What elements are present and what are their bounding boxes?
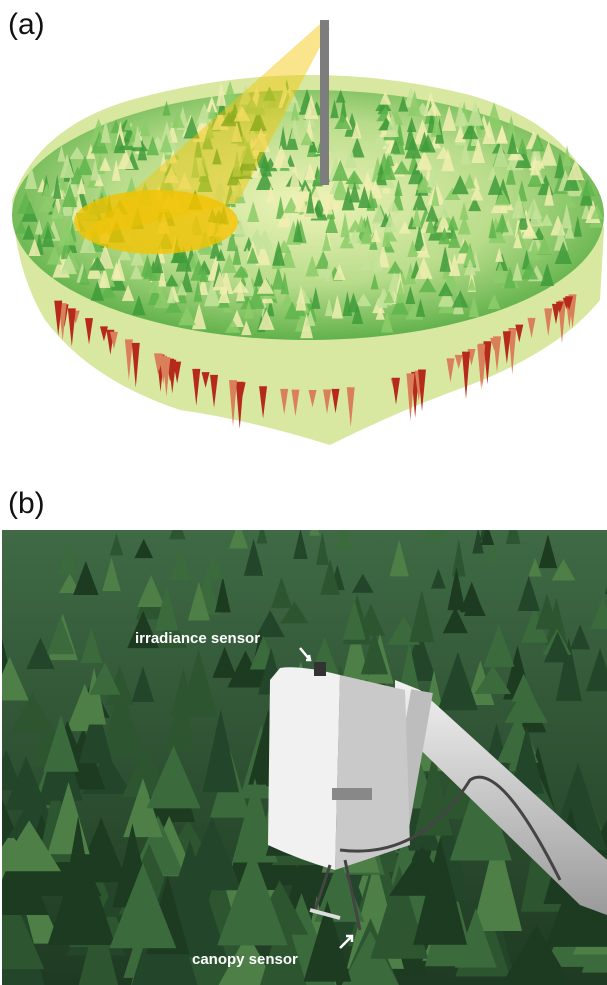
- panel-label: (b): [8, 487, 45, 520]
- tree: [169, 517, 186, 540]
- irradiance-sensor: [314, 662, 326, 676]
- enclosure-side: [335, 675, 410, 870]
- tree: [423, 512, 440, 541]
- annotation: canopy sensor: [192, 951, 298, 968]
- panel-b: (b) irradiance sensor canopy sensor: [0, 487, 607, 985]
- sensor-pole: [320, 20, 329, 185]
- tree: [309, 511, 319, 536]
- light-footprint: [74, 190, 238, 254]
- figure: (a) (b) irradiance sensor canopy sensor: [0, 0, 607, 985]
- tree: [506, 514, 521, 544]
- annotation: irradiance sensor: [135, 630, 260, 647]
- panel-a: (a): [8, 8, 604, 445]
- sensor-enclosure: [268, 667, 340, 870]
- panel-label: (a): [8, 8, 45, 41]
- latch: [332, 788, 372, 800]
